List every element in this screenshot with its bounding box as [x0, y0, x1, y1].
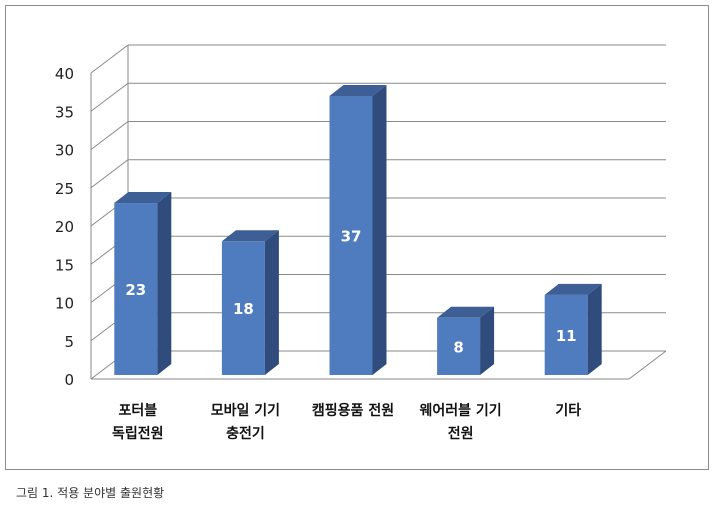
y-tick-label: 20 [55, 218, 74, 236]
x-category-label: 모바일 기기 [211, 403, 280, 419]
bar-top [544, 283, 602, 295]
bar-side [480, 306, 495, 375]
floor-right-edge [628, 350, 667, 380]
gridline-diagonal [90, 121, 129, 150]
bar-top [329, 84, 387, 96]
gridline-diagonal [90, 159, 129, 189]
x-category-label: 독립전원 [112, 425, 164, 442]
y-tick-label: 40 [55, 65, 74, 83]
y-tick-label: 10 [55, 295, 74, 313]
bar-data-label: 11 [556, 327, 577, 345]
bar [544, 294, 588, 375]
bar [221, 241, 265, 375]
y-tick-label: 25 [55, 180, 74, 198]
bar-data-label: 18 [233, 300, 254, 318]
y-tick-label: 5 [64, 333, 74, 351]
bar-top [221, 230, 279, 242]
bar [114, 203, 158, 375]
bar [329, 95, 373, 375]
x-category-label: 기타 [555, 403, 581, 419]
bar [437, 317, 481, 375]
bar-top [437, 306, 495, 318]
figure-caption: 그림 1. 적용 분야별 출원현황 [16, 486, 165, 500]
bar-data-label: 8 [453, 338, 463, 356]
bar-side [264, 230, 279, 375]
bar-side [372, 84, 387, 375]
y-tick-label: 0 [64, 371, 74, 389]
bar-side [587, 283, 602, 375]
y-tick-label: 35 [55, 103, 74, 121]
x-category-label: 웨어러블 기기 [420, 402, 502, 419]
y-tick-label: 15 [55, 256, 74, 274]
x-category-label: 전원 [448, 425, 474, 442]
bar-data-label: 37 [341, 227, 362, 245]
x-category-label: 포터블 [118, 403, 157, 419]
bar-data-label: 23 [125, 281, 146, 299]
bar-side [157, 192, 172, 375]
gridline-diagonal [90, 44, 129, 74]
x-category-label: 충전기 [226, 425, 265, 442]
x-category-label: 캠핑용품 전원 [312, 402, 394, 419]
y-tick-label: 30 [55, 142, 74, 160]
gridline-diagonal [90, 82, 129, 112]
bar-top [114, 192, 172, 204]
